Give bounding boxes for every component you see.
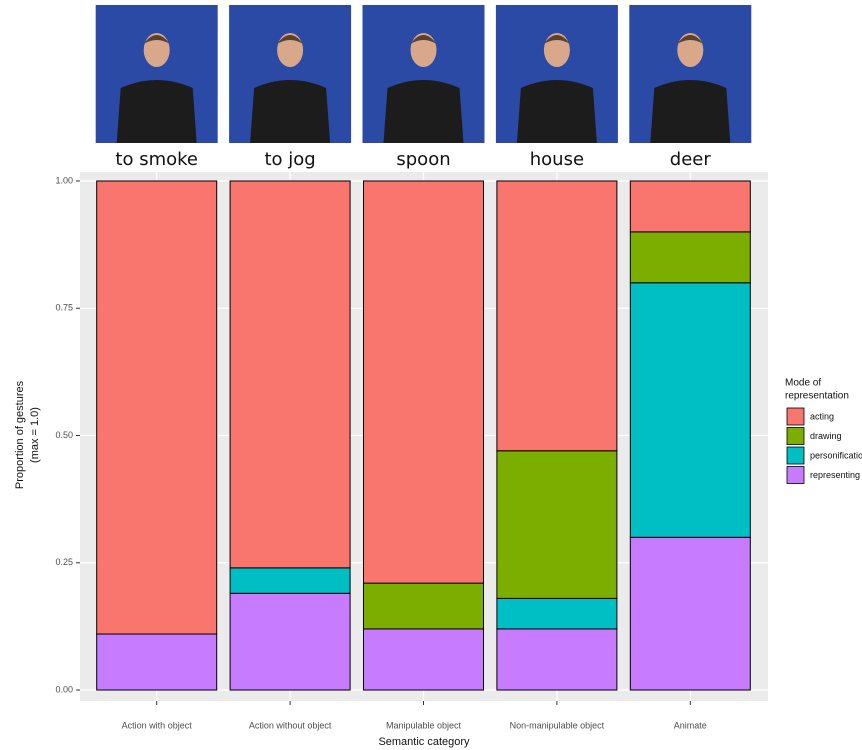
person-hair [277, 35, 304, 44]
person-body [650, 80, 731, 143]
bar-segment [229, 592, 351, 691]
legend-label: acting [810, 411, 834, 421]
legend-label: drawing [810, 431, 842, 441]
legend-label: representing [810, 470, 860, 480]
gesture-photo [495, 5, 618, 143]
y-tick-label: 0.25 [55, 557, 73, 567]
y-tick-label: 1.00 [55, 175, 73, 185]
photo-caption: deer [670, 149, 712, 170]
photo-caption: spoon [396, 149, 450, 170]
legend-key [786, 407, 805, 426]
person-body [516, 80, 597, 143]
bar-segment [629, 231, 751, 284]
legend-key [786, 466, 805, 484]
x-tick-label: Non-manipulable object [510, 720, 605, 730]
bar-segment [96, 180, 218, 635]
bar-segment [96, 633, 218, 691]
bar-segment [229, 180, 351, 569]
bar-segment [629, 180, 751, 233]
gesture-photo [362, 5, 485, 143]
person-head [143, 33, 170, 67]
y-tick-label: 0.00 [55, 684, 73, 694]
x-tick-label: Manipulable object [386, 720, 462, 730]
person-body [116, 80, 197, 143]
bar-segment [629, 282, 751, 538]
gesture-photo [229, 5, 352, 143]
legend-label: personification [810, 450, 862, 460]
photo-caption: to jog [264, 149, 315, 170]
gesture-photo [95, 5, 218, 143]
bar-segment [496, 628, 618, 691]
person-head [410, 33, 437, 67]
person-body [383, 80, 464, 143]
y-tick-label: 0.75 [55, 303, 73, 313]
x-tick-label: Animate [674, 720, 707, 730]
person-hair [677, 35, 704, 44]
bar-segment [363, 180, 484, 584]
caption-strip [80, 146, 768, 172]
person-head [277, 33, 304, 67]
legend-key [786, 427, 805, 445]
person-head [677, 33, 704, 67]
legend-key [786, 446, 805, 465]
photo-caption: house [530, 149, 584, 170]
gesture-photo [629, 5, 752, 143]
person-hair [143, 35, 170, 44]
bar-segment [363, 582, 484, 630]
y-axis-title: Proportion of gestures [14, 380, 26, 489]
legend-title: Mode of [785, 378, 821, 389]
y-tick-label: 0.50 [55, 430, 73, 440]
person-hair [410, 35, 437, 44]
bar-segment [496, 450, 618, 599]
x-tick-label: Action with object [122, 720, 193, 730]
bar-segment [629, 536, 751, 691]
bar-segment [496, 180, 618, 452]
x-axis-title: Semantic category [378, 736, 470, 748]
photo-caption: to smoke [115, 149, 198, 170]
person-hair [543, 35, 570, 44]
y-axis-title: (max = 1.0) [29, 407, 41, 463]
x-tick-label: Action without object [249, 720, 332, 730]
person-body [250, 80, 331, 143]
person-head [543, 33, 570, 67]
bar-segment [363, 628, 484, 691]
legend-title: representation [785, 391, 849, 402]
bar-segment [496, 597, 618, 630]
bar-segment [229, 567, 351, 594]
